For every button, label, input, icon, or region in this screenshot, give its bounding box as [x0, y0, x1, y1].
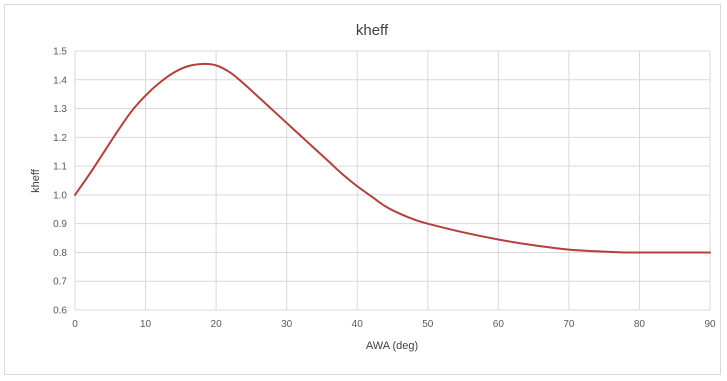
y-tick-label: 0.8 — [53, 248, 67, 259]
tick-labels: 0.6 0.7 0.8 0.9 1.0 1.1 1.2 1.3 1.4 1.5 0 10 20 30 40 5… — [53, 47, 716, 331]
grid-lines — [74, 50, 711, 311]
y-tick-label: 0.6 — [53, 306, 67, 317]
x-tick-label: 0 — [72, 319, 78, 330]
y-tick-label: 1.1 — [53, 162, 67, 173]
chart-title: kheff — [356, 22, 389, 39]
series-layer — [74, 62, 711, 254]
x-tick-label: 10 — [140, 319, 152, 330]
y-tick-label: 0.9 — [53, 219, 67, 230]
x-tick-label: 50 — [422, 319, 434, 330]
y-tick-label: 1.0 — [53, 190, 67, 201]
x-tick-label: 40 — [352, 319, 364, 330]
y-tick-label: 1.5 — [53, 47, 67, 58]
x-axis-title: AWA (deg) — [366, 340, 418, 352]
y-axis-title: kheff — [30, 168, 42, 193]
x-tick-label: 70 — [563, 319, 575, 330]
y-tick-label: 0.7 — [53, 277, 67, 288]
y-tick-label: 1.2 — [53, 133, 67, 144]
x-tick-label: 60 — [493, 319, 505, 330]
x-tick-label: 20 — [211, 319, 223, 330]
x-tick-label: 90 — [704, 319, 716, 330]
kheff-series-line — [74, 62, 711, 254]
x-tick-label: 80 — [634, 319, 646, 330]
y-tick-label: 1.4 — [53, 75, 67, 86]
x-tick-label: 30 — [281, 319, 293, 330]
y-tick-label: 1.3 — [53, 104, 67, 115]
